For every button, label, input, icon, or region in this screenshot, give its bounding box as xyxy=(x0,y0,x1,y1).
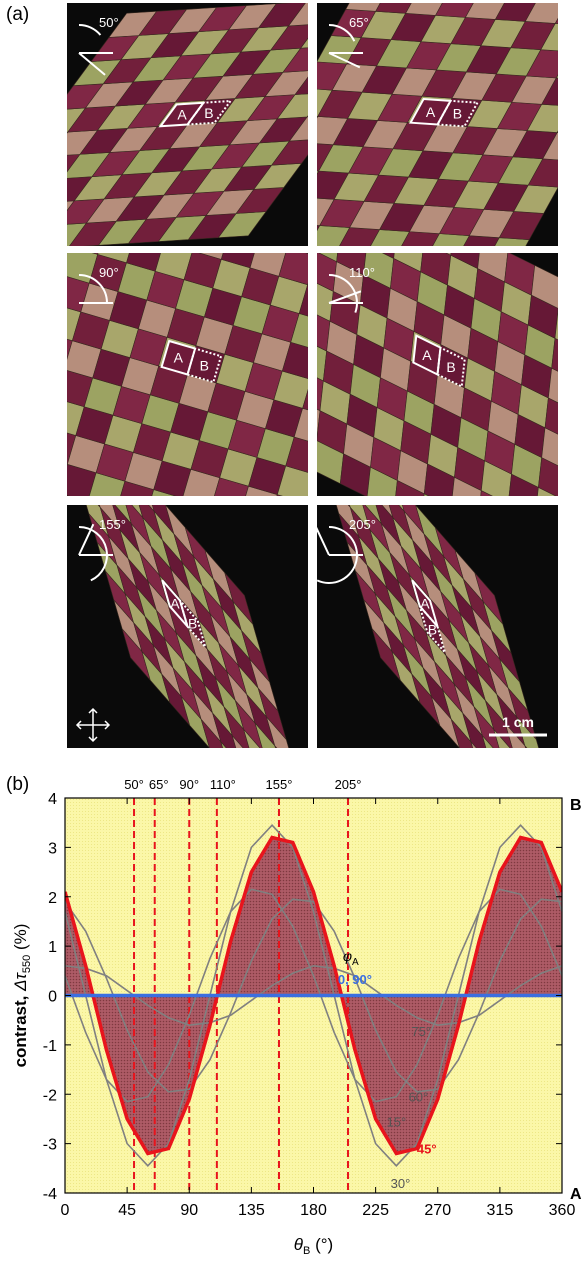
weave-cell xyxy=(30,456,67,493)
region-label: A xyxy=(177,106,187,122)
series-label: 30° xyxy=(391,1176,411,1191)
x-tick-label: 90 xyxy=(180,1202,198,1219)
weave-cell xyxy=(572,80,582,108)
series-label: 75° xyxy=(411,1024,431,1039)
series-label: 60° xyxy=(409,1090,429,1105)
side-label: A xyxy=(570,1186,582,1203)
reference-label: 155° xyxy=(266,777,293,792)
side-label: B xyxy=(570,797,582,814)
x-tick-label: 315 xyxy=(487,1202,514,1219)
region-label: A xyxy=(174,350,184,366)
legend-title-symbol: φ xyxy=(343,948,352,964)
label-part: B xyxy=(303,1245,310,1257)
scale-bar-label: 1 cm xyxy=(502,714,534,730)
region-label: B xyxy=(453,106,462,122)
x-tick-label: 225 xyxy=(362,1202,389,1219)
reference-label: 205° xyxy=(335,777,362,792)
region-label: B xyxy=(428,621,437,637)
weave-cell xyxy=(0,227,27,253)
weave-cell xyxy=(2,156,50,182)
angle-label: 205° xyxy=(349,517,376,532)
weave-cell xyxy=(555,309,582,352)
weave-cell xyxy=(20,132,68,158)
legend-title-subscript: A xyxy=(352,957,359,968)
y-axis-label: contrast, Δτ550 (%) xyxy=(11,924,33,1068)
region-label: A xyxy=(420,595,430,611)
weave-cell xyxy=(513,752,541,803)
label-part: Δτ xyxy=(11,971,30,991)
reference-label: 90° xyxy=(179,777,199,792)
x-axis-label: θB (°) xyxy=(294,1235,333,1257)
series-label: 15° xyxy=(386,1114,406,1129)
y-tick-label: -1 xyxy=(43,1038,57,1055)
angle-label: 90° xyxy=(99,265,119,280)
angle-label: 110° xyxy=(349,265,375,280)
weave-cell xyxy=(27,361,64,398)
weave-cell xyxy=(558,279,582,322)
weave-cell xyxy=(525,746,553,797)
region-label: A xyxy=(170,595,180,611)
angle-label: 50° xyxy=(99,15,119,30)
x-tick-label: 180 xyxy=(300,1202,327,1219)
panel-label: (b) xyxy=(6,774,29,795)
weave-cell xyxy=(10,419,47,456)
weave-cell xyxy=(1,447,38,484)
y-tick-label: 4 xyxy=(48,791,57,808)
region-label: B xyxy=(446,359,455,375)
region-label: B xyxy=(204,105,213,121)
weave-cell xyxy=(9,225,57,251)
panel-label: (a) xyxy=(6,4,29,25)
reference-label: 50° xyxy=(124,777,144,792)
angle-label: 65° xyxy=(349,15,369,30)
x-tick-label: 0 xyxy=(61,1202,70,1219)
reference-label: 65° xyxy=(149,777,169,792)
x-tick-label: 45 xyxy=(118,1202,136,1219)
weave-cell xyxy=(0,180,32,206)
weave-cell xyxy=(0,205,14,231)
label-part: (°) xyxy=(310,1235,333,1254)
label-part: 550 xyxy=(21,955,33,973)
y-tick-label: -3 xyxy=(43,1137,57,1154)
weave-cell xyxy=(471,742,499,793)
region-label: A xyxy=(426,104,436,120)
weave-cell xyxy=(0,203,44,229)
y-tick-label: 3 xyxy=(48,840,57,857)
y-tick-label: -2 xyxy=(43,1087,57,1104)
label-part: (%) xyxy=(11,924,30,955)
y-tick-label: -4 xyxy=(43,1186,57,1203)
weave-cell xyxy=(557,106,582,134)
weave-cell xyxy=(556,52,582,80)
weave-cell xyxy=(555,0,582,25)
angle-label: 155° xyxy=(99,517,126,532)
y-tick-label: 2 xyxy=(48,890,57,907)
page: (a) (b) 50°AB65°AB90°AB110°AB155°AB205°A… xyxy=(0,0,582,1264)
y-tick-label: 0 xyxy=(48,989,57,1006)
x-tick-label: 135 xyxy=(238,1202,265,1219)
figure: (a) (b) 50°AB65°AB90°AB110°AB155°AB205°A… xyxy=(0,0,582,1264)
weave-cell xyxy=(35,332,72,369)
x-tick-label: 360 xyxy=(549,1202,576,1219)
y-tick-label: 1 xyxy=(48,939,57,956)
weave-cell xyxy=(571,25,582,53)
weave-cell xyxy=(18,390,55,427)
series-label: 0, 90° xyxy=(338,972,372,987)
label-part: contrast, xyxy=(11,991,30,1068)
region-label: B xyxy=(188,616,197,632)
x-tick-label: 270 xyxy=(424,1202,451,1219)
region-label: B xyxy=(200,357,209,373)
series-label: 45° xyxy=(417,1142,437,1157)
region-label: A xyxy=(422,347,432,363)
reference-label: 110° xyxy=(210,777,236,792)
weave-cell xyxy=(14,179,62,205)
